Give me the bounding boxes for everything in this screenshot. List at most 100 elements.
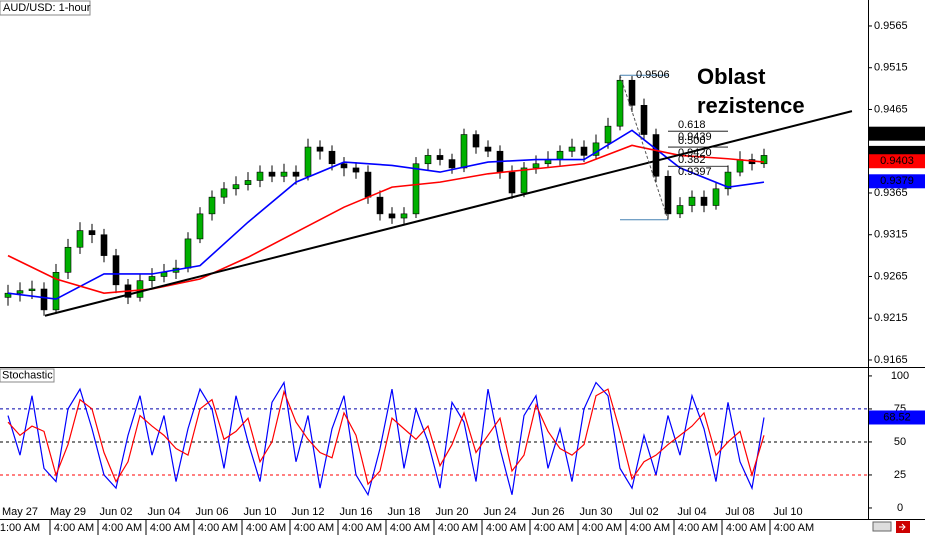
x-tick-label: Jun 26	[531, 506, 564, 518]
x-tick-time-label: 4:00 AM	[342, 522, 382, 534]
stochastic-line	[7, 380, 765, 497]
candle-body	[100, 234, 108, 256]
candle-body	[652, 134, 660, 177]
candle-body	[196, 213, 204, 240]
indicator-title-box	[0, 368, 55, 383]
value-tag	[869, 410, 925, 425]
shift-arrow	[899, 523, 906, 531]
price-tag	[869, 154, 925, 169]
candle-body	[688, 196, 696, 206]
fib-high-label: 0.9506	[636, 69, 670, 81]
x-tick-time-label: 4:00 AM	[246, 522, 286, 534]
indicator-title: Stochastic	[2, 369, 53, 381]
candle-body	[352, 167, 360, 173]
candle-body	[208, 196, 216, 215]
x-tick-label: Jun 20	[435, 506, 468, 518]
x-tick-label: Jun 16	[339, 506, 372, 518]
candle-body	[628, 79, 636, 106]
y-tick-label: 0.9565	[874, 20, 908, 32]
candle-body	[712, 188, 720, 206]
candle-body	[316, 146, 324, 152]
candle-body	[400, 213, 408, 219]
candle-body	[436, 155, 444, 160]
x-tick-label: Jun 04	[147, 506, 180, 518]
candle-body	[448, 159, 456, 169]
fib-ratio-label: 0.382	[678, 154, 706, 166]
x-tick-time-label: 4:00 AM	[438, 522, 478, 534]
fib-price-label: 0.9439	[678, 131, 712, 143]
x-tick-time-label: 4:00 AM	[678, 522, 718, 534]
candle-body	[520, 167, 528, 194]
y-tick-label: 0.9365	[874, 187, 908, 199]
x-tick-time-label: 4:00 AM	[630, 522, 670, 534]
plot-layer: 0.9165 0.9215 0.9265 0.9315 0.9365 0.9465 0.95…	[0, 20, 925, 535]
candle-body	[184, 238, 192, 269]
candle-body	[292, 171, 300, 177]
candle-body	[280, 171, 288, 177]
price-tag	[869, 126, 925, 141]
candle-body	[4, 292, 12, 298]
x-tick-time-label: 4:00 AM	[198, 522, 238, 534]
x-tick-time-label: 4:00 AM	[54, 522, 94, 534]
candle-body	[460, 134, 468, 169]
scroll-icon[interactable]	[872, 521, 892, 532]
candle-body	[28, 288, 36, 291]
candle-body	[736, 159, 744, 173]
candle-body	[64, 246, 72, 273]
x-tick-label: Jun 30	[579, 506, 612, 518]
candle-body	[16, 290, 24, 294]
candle-body	[532, 163, 540, 169]
candle-body	[604, 125, 612, 144]
x-tick-label: Jul 10	[773, 506, 802, 518]
x-tick-time-label: 4:00 AM	[582, 522, 622, 534]
candle-body	[760, 155, 768, 165]
x-tick-time-label: 1:00 AM	[0, 522, 40, 534]
y-tick-label: 0.9265	[874, 270, 908, 282]
x-tick-label: May 29	[50, 506, 86, 518]
x-tick-time-label: 4:00 AM	[294, 522, 334, 534]
x-tick-time-label: 4:00 AM	[102, 522, 142, 534]
candle-body	[412, 163, 420, 215]
x-tick-label: Jul 02	[629, 506, 658, 518]
candle-body	[40, 288, 48, 311]
y-tick-label: 50	[894, 436, 906, 448]
fib-price-label: 0.9420	[678, 147, 712, 159]
value-tag-label: 68.52	[883, 411, 911, 423]
y-tick-label: 0.9465	[874, 103, 908, 115]
candle-body	[700, 196, 708, 206]
candle-body	[304, 146, 312, 177]
candle-body	[232, 184, 240, 190]
x-tick-time-label: 4:00 AM	[726, 522, 766, 534]
stochastic-line	[7, 388, 765, 486]
x-tick-label: Jun 10	[243, 506, 276, 518]
candle-body	[148, 276, 156, 281]
candle-body	[136, 280, 144, 298]
candle-body	[88, 230, 96, 236]
x-tick-time-label: 4:00 AM	[150, 522, 190, 534]
x-tick-label: May 27	[2, 506, 38, 518]
candle-body	[256, 171, 264, 181]
candle-body	[568, 146, 576, 152]
fib-ratio-label: 0.618	[678, 119, 706, 131]
y-tick-label: 0	[897, 502, 903, 514]
x-tick-label: Jun 06	[195, 506, 228, 518]
y-tick-label: 100	[891, 370, 909, 382]
title-box	[0, 0, 91, 16]
y-tick-label: 0.9215	[874, 312, 908, 324]
price-tag-label: 0.9436	[880, 128, 914, 140]
candle-body	[376, 196, 384, 215]
candle-body	[328, 150, 336, 165]
price-tag-label: 0.9379	[880, 175, 914, 187]
candle-body	[424, 155, 432, 165]
candle-body	[724, 171, 732, 190]
x-tick-time-label: 4:00 AM	[534, 522, 574, 534]
chart-title: AUD/USD: 1-hour	[3, 2, 91, 14]
price-tag	[869, 174, 925, 189]
candle-body	[592, 142, 600, 156]
x-tick-label: Jun 02	[99, 506, 132, 518]
candle-body	[340, 163, 348, 169]
x-tick-label: Jun 18	[387, 506, 420, 518]
candle-body	[52, 272, 60, 311]
